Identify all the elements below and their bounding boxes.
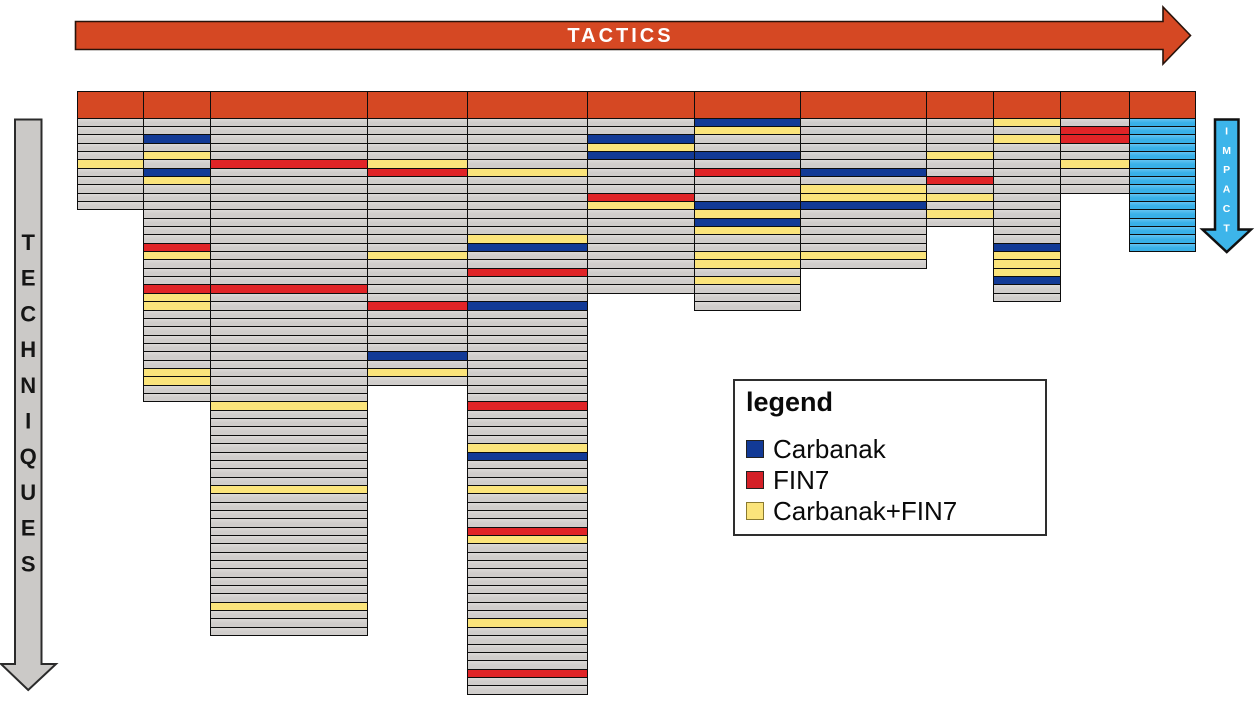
svg-text:E: E — [21, 266, 36, 291]
svg-text:T: T — [1223, 222, 1230, 234]
svg-text:E: E — [21, 516, 36, 541]
svg-text:M: M — [1222, 145, 1231, 157]
svg-text:Q: Q — [20, 444, 37, 469]
svg-text:U: U — [20, 480, 36, 505]
svg-text:H: H — [20, 337, 36, 362]
svg-text:I: I — [1225, 125, 1228, 137]
svg-text:S: S — [21, 551, 36, 576]
svg-text:C: C — [20, 301, 36, 326]
svg-text:TACTICS: TACTICS — [567, 25, 673, 47]
svg-text:I: I — [25, 409, 31, 434]
svg-text:N: N — [20, 373, 36, 398]
svg-text:P: P — [1223, 164, 1230, 176]
svg-text:A: A — [1223, 184, 1231, 196]
svg-text:T: T — [21, 230, 35, 255]
svg-text:C: C — [1223, 203, 1231, 215]
